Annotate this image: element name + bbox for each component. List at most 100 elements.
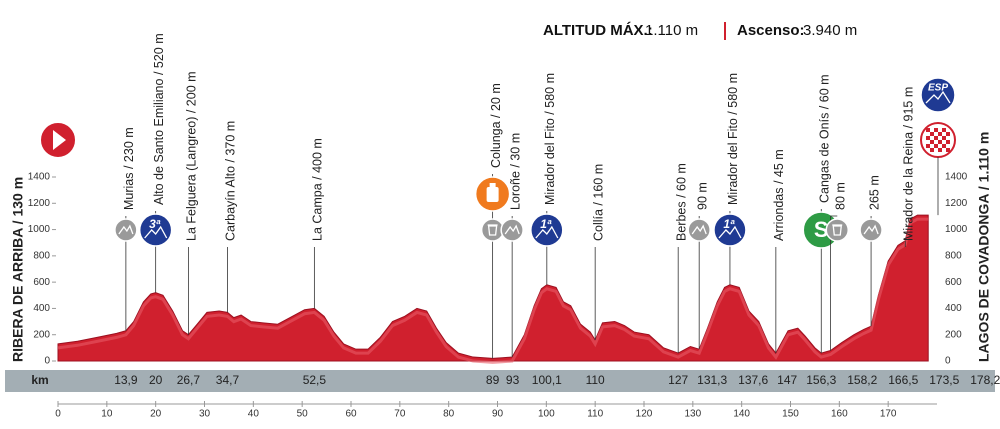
badge: [530, 213, 564, 247]
flag-square: [938, 148, 942, 152]
x-tick-label: 100: [538, 409, 555, 420]
flag-square: [934, 144, 938, 148]
km-label: 158,2: [847, 373, 877, 387]
y-tick-label: 1400: [28, 172, 51, 183]
km-label: 100,1: [532, 373, 562, 387]
x-tick-label: 170: [880, 409, 897, 420]
km-label: 52,5: [303, 373, 327, 387]
badge-glyph: [718, 225, 742, 239]
poi-label: Collía / 160 m: [591, 164, 605, 241]
km-label: 93: [506, 373, 520, 387]
icon-mountain: 1ª: [713, 213, 747, 247]
y-tick-label-right: 1000: [945, 224, 968, 235]
poi-label: La Felguera (Langreo) / 200 m: [185, 71, 199, 241]
climb-glyph: [691, 224, 707, 235]
flag-square: [942, 144, 946, 148]
x-tick-label: 10: [101, 409, 113, 420]
start-label: RIBERA DE ARRIBA / 130 m: [10, 177, 26, 362]
y-tick-label-right: 1200: [945, 198, 968, 209]
km-label: 20: [149, 373, 163, 387]
y-tick-label-right: 1400: [945, 172, 968, 183]
flag-square: [946, 140, 950, 144]
icon-litter: [480, 218, 505, 242]
flag-square: [926, 136, 930, 140]
climb-glyph: [504, 224, 520, 235]
poi-label: Loroñe / 30 m: [508, 133, 522, 210]
flag-square: [942, 128, 946, 132]
km-label: 89: [486, 373, 500, 387]
km-label: 173,5: [929, 373, 959, 387]
x-tick-label: 90: [492, 409, 504, 420]
climb-label: Ascenso:: [737, 22, 805, 39]
x-tick-label: 0: [55, 409, 61, 420]
bottle-cap: [489, 183, 496, 187]
y-tick-label: 600: [33, 277, 50, 288]
climb-glyph: [118, 224, 134, 235]
x-tick-label: 80: [443, 409, 455, 420]
start-triangle: [53, 130, 66, 150]
y-tick-label: 1200: [28, 198, 51, 209]
y-tick-label: 800: [33, 250, 50, 261]
y-tick-label-right: 200: [945, 329, 962, 340]
start-icon: [39, 121, 77, 159]
poi-label: 80 m: [834, 182, 848, 210]
y-tick-label: 0: [44, 356, 50, 367]
flag-square: [938, 140, 942, 144]
km-label: 147: [777, 373, 797, 387]
poi-label: Mirador de la Reina / 915 m: [902, 87, 916, 241]
km-label: 26,7: [177, 373, 201, 387]
poi-label: La Campa / 400 m: [311, 138, 325, 241]
x-tick-label: 120: [636, 409, 653, 420]
finish-label: LAGOS DE COVADONGA / 1.110 m: [976, 132, 992, 362]
x-tick-label: 140: [733, 409, 750, 420]
flag-square: [926, 144, 930, 148]
km-label: 34,7: [216, 373, 240, 387]
y-tick-label: 400: [33, 303, 50, 314]
x-tick-label: 20: [150, 409, 162, 420]
icon-litter: [825, 218, 850, 242]
km-label: 178,2: [970, 373, 1000, 387]
x-tick-label: 60: [345, 409, 357, 420]
y-tick-label: 200: [33, 329, 50, 340]
flag-square: [946, 148, 950, 152]
km-label: 110: [586, 373, 605, 387]
km-label: 137,6: [738, 373, 768, 387]
badge: [713, 213, 747, 247]
flag-square: [930, 132, 934, 136]
finish-badge-text: ESP: [928, 83, 948, 94]
badge: [138, 213, 173, 247]
x-tick-label: 70: [394, 409, 406, 420]
icon-mountain: 3ª: [138, 213, 173, 247]
badge-text: S: [814, 217, 829, 242]
poi-label: Berbes / 60 m: [674, 163, 688, 241]
km-label: 127: [668, 373, 688, 387]
badge: [480, 218, 505, 242]
climb-value: 3.940 m: [803, 22, 857, 39]
km-label: 13,9: [114, 373, 138, 387]
poi-label: Colunga / 20 m: [489, 83, 503, 168]
x-tick-label: 160: [831, 409, 848, 420]
x-tick-label: 50: [297, 409, 309, 420]
flag-square: [930, 140, 934, 144]
icon-climb: [114, 218, 138, 242]
badge-text: 1ª: [723, 217, 735, 231]
y-tick-label: 1000: [28, 224, 51, 235]
profile-shade: [57, 217, 929, 364]
y-tick-label-right: 600: [945, 277, 962, 288]
y-tick-label-right: 800: [945, 250, 962, 261]
km-label: 156,3: [806, 373, 836, 387]
finish-icons: ESP: [920, 77, 956, 158]
icon-climb: [500, 218, 524, 242]
y-tick-label-right: 400: [945, 303, 962, 314]
y-tick-label-right: 0: [945, 356, 951, 367]
poi-label: Carbayín Alto / 370 m: [224, 121, 238, 241]
km-label: 166,5: [888, 373, 918, 387]
badge-glyph: [535, 225, 559, 239]
poi-label: 265 m: [867, 175, 881, 210]
icon-climb: [687, 218, 711, 242]
x-tick-label: 130: [684, 409, 701, 420]
x-tick-label: 40: [248, 409, 260, 420]
flag-square: [946, 132, 950, 136]
badge-text: 1ª: [540, 217, 552, 231]
